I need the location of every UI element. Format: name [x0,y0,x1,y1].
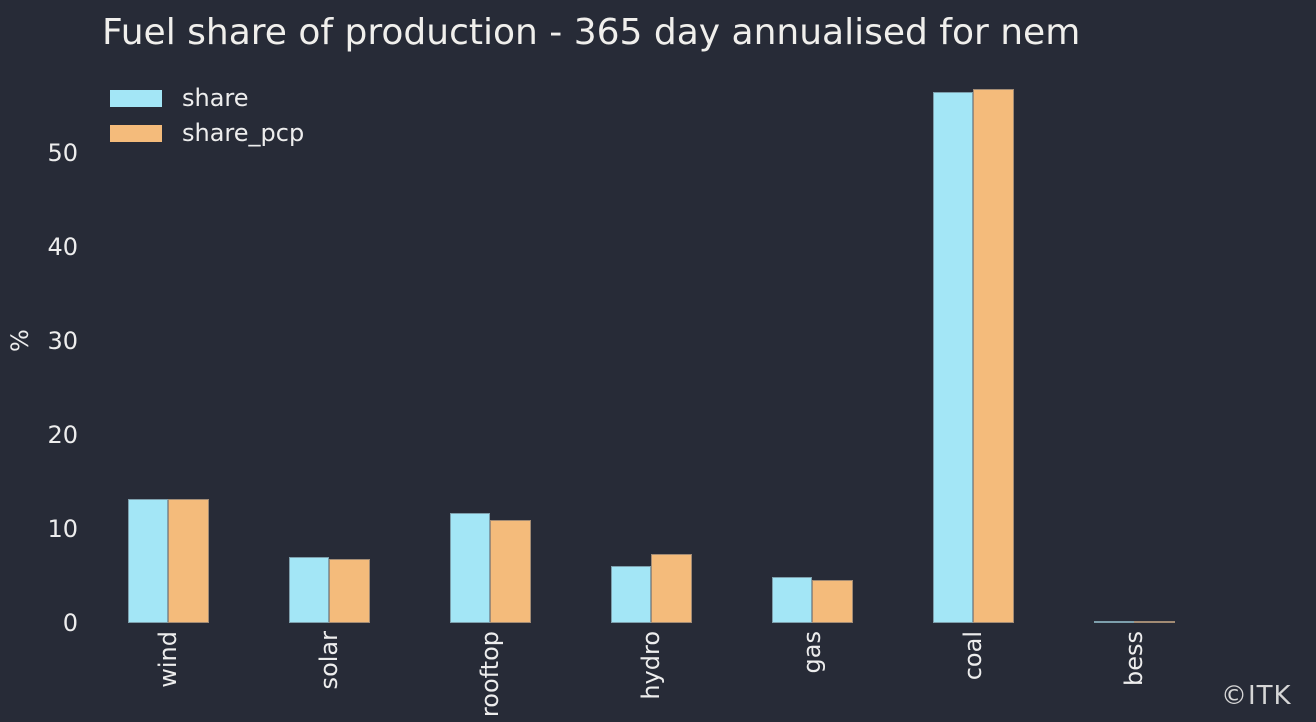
bar-share_pcp-wind [168,498,209,623]
bar-share_pcp-coal [973,89,1014,623]
x-tick-label-hydro: hydro [637,631,666,700]
bar-share-solar [289,557,330,623]
bar-share-bess [1094,621,1135,624]
y-tick-label-10: 10 [47,514,78,543]
x-tick-label-gas: gas [798,631,827,674]
legend-item-share: share [110,84,304,112]
x-tick-label-coal: coal [959,631,988,681]
bar-share-rooftop [450,512,491,623]
bar-share_pcp-solar [329,559,370,623]
x-tick-label-bess: bess [1120,631,1149,687]
y-tick-label-30: 30 [47,326,78,355]
bar-share-hydro [611,565,652,623]
legend-swatch-share [110,89,162,107]
watermark-itk: ©ITK [1221,681,1292,711]
x-tick-label-rooftop: rooftop [476,631,505,718]
bar-share_pcp-hydro [651,554,692,623]
chart-title: Fuel share of production - 365 day annua… [102,12,1081,53]
y-tick-label-20: 20 [47,420,78,449]
legend-label-share: share [182,84,249,112]
x-tick-label-solar: solar [315,631,344,690]
bar-share_pcp-gas [812,579,853,623]
legend: share share_pcp [110,84,305,158]
legend-item-share-pcp: share_pcp [110,119,305,147]
legend-label-share-pcp: share_pcp [182,119,305,147]
bar-share-wind [128,498,169,623]
bar-share-coal [933,92,974,623]
y-tick-label-0: 0 [62,609,78,637]
legend-swatch-share-pcp [110,124,162,142]
bar-share_pcp-bess [1134,621,1175,624]
x-tick-label-wind: wind [154,631,183,688]
bar-share-gas [772,576,813,623]
y-tick-label-50: 50 [47,138,78,167]
y-tick-label-40: 40 [47,232,78,261]
bar-share_pcp-rooftop [490,520,531,623]
